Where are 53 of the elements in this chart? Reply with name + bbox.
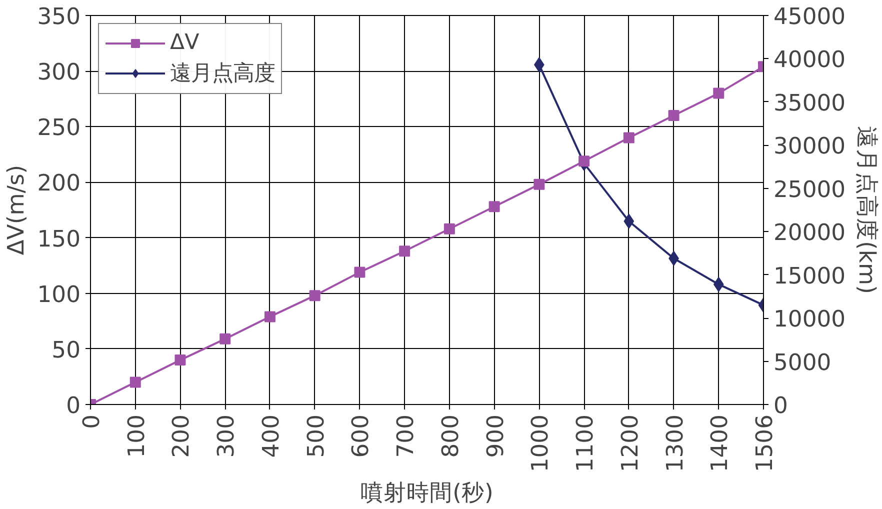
y-tick-label: 50 [52,337,81,364]
x-tick-label: 1400 [707,414,734,472]
x-tick-label: 200 [168,414,195,458]
y2-tick-label: 15000 [774,263,846,290]
y2-tick-label: 10000 [774,306,846,333]
x-tick-label: 0 [79,414,105,429]
x-axis-title: 噴射時間(秒) [360,480,494,506]
point [220,333,231,344]
y-tick-label: 300 [37,60,81,86]
x-tick-label: 900 [482,414,509,458]
x-tick-label: 1000 [528,414,554,472]
y-axis-title: ΔV(m/s) [3,164,30,256]
legend-label: 遠月点高度 [170,60,275,87]
y2-tick-label: 30000 [774,134,846,160]
point [488,201,500,212]
point [713,276,724,292]
x-tick-label: 100 [124,414,150,458]
point [624,214,634,229]
y2-tick-label: 25000 [774,176,846,203]
y-tick-label: 350 [37,4,81,30]
y-tick-label: 250 [37,115,81,142]
y2-tick-label: 40000 [774,47,846,74]
point [623,132,634,144]
x-tick-label: 400 [258,414,284,458]
point [713,88,724,99]
y2-axis-title: 遠月点高度(km) [854,126,880,294]
y-tick-label: 0 [66,393,81,419]
x-tick-label: 300 [214,414,240,458]
point [309,290,320,302]
x-tick-label: 1300 [662,414,688,472]
y2-tick-label: 5000 [774,350,832,376]
point [534,178,545,190]
x-tick-label: 800 [438,414,464,458]
point [444,223,455,234]
y-tick-label: 200 [37,170,81,197]
x-tick-label: 1100 [572,414,599,472]
x-tick-label: 700 [393,414,420,458]
y-tick-label: 150 [37,226,81,252]
point [354,266,366,278]
y2-tick-label: 45000 [774,4,846,30]
point [399,246,410,257]
x-tick-label: 1200 [617,414,644,472]
legend-label: ΔV [170,30,200,55]
point [578,156,590,167]
y2-tick-label: 35000 [774,90,846,116]
y-tick-label: 100 [37,282,81,308]
point [668,110,680,122]
point [264,311,276,322]
x-tick-label: 600 [348,414,374,458]
y2-tick-label: 20000 [774,220,846,246]
x-tick-label: 500 [303,414,330,458]
point [174,354,186,366]
point [130,376,141,388]
